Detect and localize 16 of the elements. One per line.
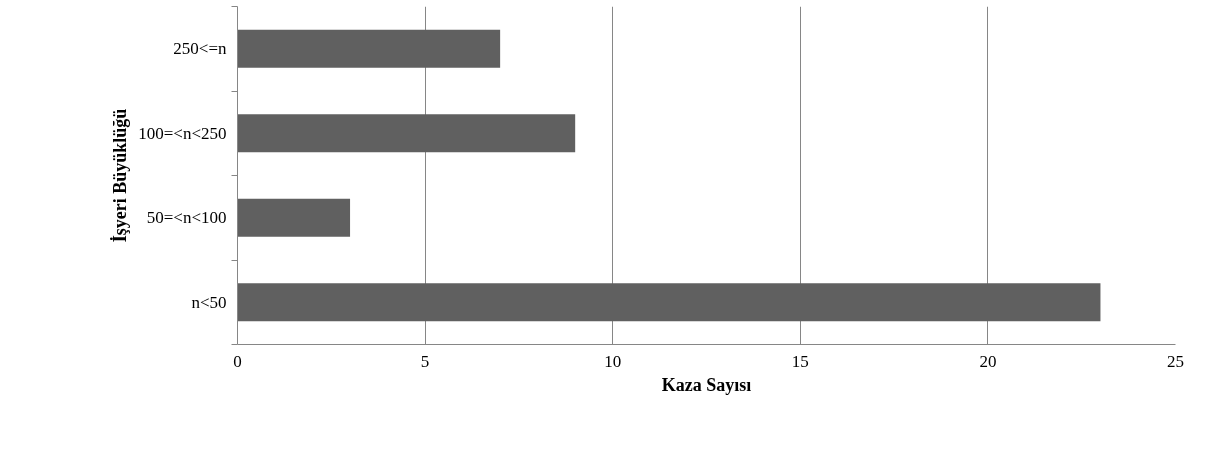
- x-axis-title: Kaza Sayısı: [661, 374, 752, 395]
- bar: [237, 29, 501, 68]
- y-tick-label: n<50: [191, 292, 227, 312]
- bar: [237, 283, 1101, 322]
- bar: [237, 114, 576, 153]
- x-tick-label: 25: [1167, 351, 1184, 371]
- y-tick-label: 250<=n: [173, 39, 227, 59]
- x-tick-label: 0: [233, 351, 242, 371]
- y-tick-label: 100=<n<250: [138, 123, 227, 143]
- x-tick-label: 20: [979, 351, 997, 371]
- y-axis-title: İşyeri Büyüklüğü: [110, 108, 131, 243]
- bar: [237, 198, 351, 237]
- y-tick-label: 50=<n<100: [146, 208, 227, 228]
- x-tick-label: 5: [420, 351, 430, 371]
- x-tick-label: 10: [604, 351, 622, 371]
- x-tick-label: 15: [791, 351, 809, 371]
